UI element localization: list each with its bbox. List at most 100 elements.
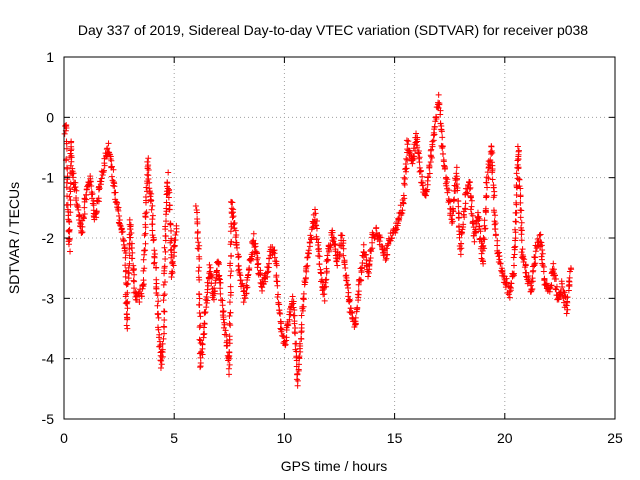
data-point [306,239,313,246]
data-point [157,357,164,364]
data-point [489,176,496,183]
data-point [149,216,156,223]
data-point [227,283,234,290]
data-point [219,302,226,309]
data-point [144,163,151,170]
data-point [75,206,82,213]
data-point [415,155,422,162]
data-point [467,179,473,186]
data-point [122,262,129,269]
data-point [282,341,289,348]
data-point [440,151,447,158]
data-point [81,196,88,203]
data-point [490,184,497,191]
data-point [453,164,460,171]
data-point [67,209,74,216]
data-point [298,312,305,319]
data-point [240,299,247,306]
data-point [67,147,74,154]
data-point [536,232,543,239]
data-point [555,296,562,303]
data-point [523,269,530,276]
data-point [503,279,510,286]
data-point [550,260,557,267]
data-point [393,226,400,233]
data-point [123,300,130,307]
data-point [148,197,155,204]
data-point [369,245,376,252]
data-point [485,175,492,182]
data-point [168,273,175,280]
data-point [229,214,236,221]
data-point [197,322,204,329]
data-point [513,209,520,216]
data-point [128,229,135,236]
data-point [449,206,456,213]
data-point [274,282,281,289]
data-point [525,272,532,279]
data-point [296,355,303,362]
data-point [382,257,389,264]
data-point [137,286,144,293]
data-point [81,211,88,218]
data-point [426,170,433,177]
data-point [172,236,179,243]
data-point [161,308,168,315]
data-point [201,310,208,317]
data-point [518,219,525,226]
data-point [226,299,233,306]
data-point [496,256,503,263]
data-point [439,144,446,151]
data-point [467,206,474,213]
data-point [254,250,261,257]
data-point [235,254,242,261]
data-point [158,361,165,368]
y-tick-label: -3 [42,290,55,306]
data-point [206,261,213,268]
data-point [304,262,311,269]
data-point [291,320,298,327]
data-point [553,283,560,290]
data-point [254,261,261,268]
data-point [124,281,131,288]
data-point [518,231,525,238]
data-point [226,333,233,340]
data-point [529,275,536,282]
data-point [406,148,413,155]
data-point [492,212,499,219]
data-point [245,272,252,279]
data-point [425,174,432,181]
data-point [221,321,228,328]
data-point [124,298,131,305]
data-point [256,269,263,276]
data-point [399,207,406,214]
data-point [154,302,161,309]
data-point [209,274,216,281]
data-point [115,207,122,214]
data-point [99,169,106,176]
data-point [481,222,488,229]
data-point [429,138,436,145]
data-point [400,192,407,199]
data-point [105,140,112,147]
data-point [205,282,212,289]
data-point [518,249,525,256]
data-point [352,318,359,325]
data-point [161,263,168,270]
data-point [150,236,157,243]
data-point [161,291,168,298]
data-point [124,305,131,312]
data-point [506,288,513,295]
data-point [277,310,284,317]
data-point [170,262,177,269]
data-point [202,309,209,316]
data-point [146,179,153,186]
data-point [199,340,206,347]
data-point [436,101,443,108]
data-point [338,232,345,239]
data-point [455,214,462,221]
data-point [469,212,476,219]
data-point [291,312,298,319]
data-point [79,229,86,236]
data-point [283,334,290,341]
